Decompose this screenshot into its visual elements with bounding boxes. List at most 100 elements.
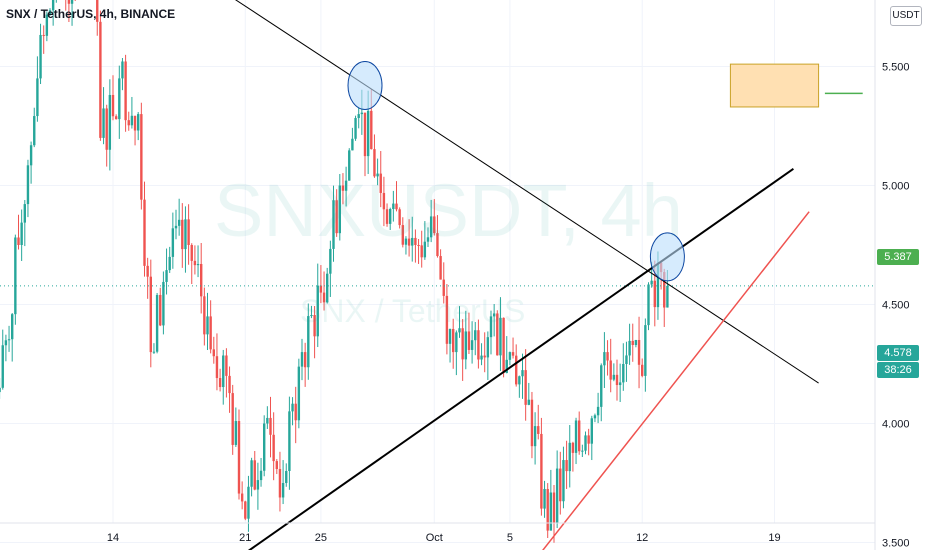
candle-body xyxy=(603,352,606,366)
candle-body xyxy=(429,216,433,238)
time-axis[interactable]: 14 21 25 Oct 5 12 19 xyxy=(107,532,781,544)
candle-body xyxy=(165,270,168,282)
candle-body xyxy=(445,295,449,344)
candle-body xyxy=(458,328,461,333)
candle-body xyxy=(187,219,190,245)
price-tick-label: 4.000 xyxy=(882,419,910,431)
time-tick-label: 25 xyxy=(315,532,327,544)
candle-body xyxy=(190,245,193,261)
candle-body xyxy=(149,276,152,353)
candle-body xyxy=(508,352,512,360)
candle-body xyxy=(108,94,112,150)
currency-button[interactable]: USDT xyxy=(890,6,922,26)
target-price-tag: 5.387 xyxy=(877,249,919,265)
candle-body xyxy=(17,237,20,245)
candle-body xyxy=(272,434,275,462)
name-watermark: SNX / TetherUS xyxy=(300,293,526,329)
candle-body xyxy=(622,364,625,383)
candle-body xyxy=(259,470,263,481)
target-box xyxy=(729,63,820,108)
candle-body xyxy=(269,417,272,435)
candle-body xyxy=(663,272,666,308)
candle-body xyxy=(130,115,134,126)
candle-body xyxy=(263,423,266,471)
candle-body xyxy=(335,200,338,234)
price-tick-label: 4.500 xyxy=(882,300,910,312)
candle-body xyxy=(51,0,55,11)
candle-body xyxy=(518,376,521,385)
time-tick-label: 21 xyxy=(239,532,251,544)
candle-body xyxy=(146,265,149,277)
candle-body xyxy=(417,245,420,246)
candle-body xyxy=(33,116,36,146)
candle-body xyxy=(70,0,74,4)
candle-body xyxy=(48,10,52,15)
price-axis[interactable]: 3.5004.0004.5005.0005.5006.0006.5007.000… xyxy=(882,0,910,550)
candle-body xyxy=(316,285,319,337)
candle-body xyxy=(326,273,329,303)
candle-body xyxy=(373,149,376,177)
candle-body xyxy=(184,219,187,250)
candle-body xyxy=(584,435,587,451)
candle-body xyxy=(496,313,499,356)
candle-body xyxy=(341,185,345,191)
candle-body xyxy=(524,370,527,405)
candle-body xyxy=(641,364,644,376)
candle-body xyxy=(411,237,414,246)
candle-body xyxy=(628,340,631,356)
candle-body xyxy=(26,165,30,205)
candle-body xyxy=(559,468,562,502)
candle-body xyxy=(278,469,282,498)
candle-body xyxy=(140,114,143,200)
candle-body xyxy=(143,199,146,266)
candle-body xyxy=(407,238,411,246)
candle-body xyxy=(464,331,467,360)
candle-body xyxy=(666,285,669,308)
candle-body xyxy=(4,340,8,346)
candle-body xyxy=(193,260,197,266)
candle-body xyxy=(540,433,543,509)
descending-resistance-line xyxy=(235,0,819,384)
price-tick-label: 5.000 xyxy=(882,181,910,193)
candle-body xyxy=(574,420,578,453)
candle-body xyxy=(303,352,307,368)
candle-body xyxy=(515,355,518,385)
candle-body xyxy=(470,340,474,350)
candle-body xyxy=(565,460,568,472)
candle-body xyxy=(593,415,597,419)
candle-body xyxy=(247,486,250,519)
candle-body xyxy=(102,108,105,138)
candle-body xyxy=(171,228,175,257)
candle-body xyxy=(389,209,392,224)
candle-body xyxy=(177,219,181,226)
highlight-circle xyxy=(347,61,383,111)
candle-body xyxy=(11,314,14,340)
candle-body xyxy=(152,351,156,353)
candle-body xyxy=(23,204,26,223)
candle-body xyxy=(568,442,571,472)
candle-body xyxy=(426,237,430,242)
candle-body xyxy=(222,355,225,388)
candle-body xyxy=(392,203,395,210)
candle-body xyxy=(612,374,616,380)
candle-body xyxy=(105,108,108,150)
candle-body xyxy=(215,356,219,379)
candle-body xyxy=(366,110,370,157)
candle-body xyxy=(452,328,455,353)
candle-body xyxy=(533,426,537,447)
candle-body xyxy=(634,340,638,346)
candle-body xyxy=(581,450,584,452)
candle-body xyxy=(196,263,200,266)
candle-body xyxy=(124,61,127,121)
candle-body xyxy=(637,340,641,365)
candle-body xyxy=(499,317,502,356)
candle-body xyxy=(20,222,23,245)
candle-body xyxy=(348,150,351,181)
candle-body xyxy=(385,209,389,224)
candle-body xyxy=(555,468,559,524)
candle-body xyxy=(521,370,524,377)
candle-body xyxy=(42,34,45,36)
candle-body xyxy=(650,280,653,285)
candle-body xyxy=(319,285,323,293)
